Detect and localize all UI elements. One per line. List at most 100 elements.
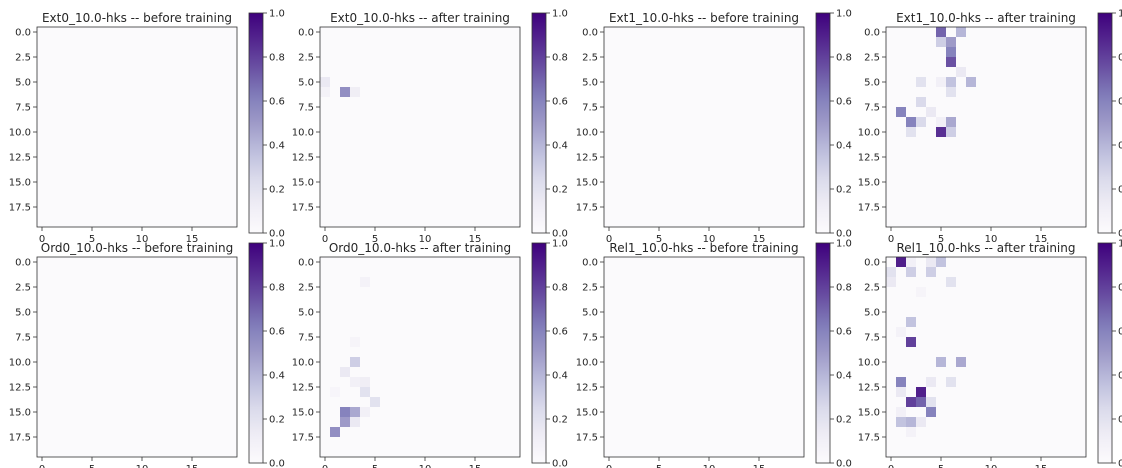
heatmap-cell — [946, 127, 956, 137]
y-tick-label: 5.0 — [582, 78, 598, 89]
colorbar-frame — [531, 242, 547, 464]
heatmap-cell — [330, 387, 340, 397]
y-tick-label: 15.0 — [576, 178, 598, 189]
heatmap-cell — [896, 387, 906, 397]
x-tick-label: 10 — [136, 234, 149, 245]
x-tick-label: 0 — [39, 464, 45, 468]
y-tick-label: 17.5 — [292, 433, 314, 444]
heatmap-cell — [956, 357, 966, 367]
y-tick-label: 2.5 — [15, 53, 31, 64]
x-tick-label: 5 — [372, 234, 378, 245]
heatmap-cell — [896, 417, 906, 427]
y-tick-label: 7.5 — [15, 333, 31, 344]
heatmap-panel: Rel1_10.0-hks -- before training 0 5 10 15 0.… — [576, 239, 852, 468]
colorbar-tick-label: 0.8 — [552, 53, 568, 64]
colorbar-tick-label: 0.0 — [1118, 229, 1122, 240]
heatmap-cell — [320, 77, 330, 87]
heatmap-cell — [926, 257, 936, 267]
axes-frame — [603, 256, 805, 458]
y-tick-label: 10.0 — [9, 358, 31, 369]
x-tick-label: 0 — [606, 464, 612, 468]
colorbar-tick-label: 1.0 — [836, 9, 852, 20]
y-tick-label: 2.5 — [582, 53, 598, 64]
colorbar-tick-label: 0.8 — [836, 53, 852, 64]
y-tick-label: 12.5 — [576, 153, 598, 164]
panel-title: Ext0_10.0-hks -- after training — [330, 11, 510, 25]
heatmap-panel: Ord0_10.0-hks -- before training 0 5 10 15 0.… — [9, 239, 285, 468]
x-tick-label: 10 — [136, 464, 149, 468]
heatmap-panel: Ext1_10.0-hks -- before training 0 5 10 15 0.… — [576, 9, 852, 246]
heatmap-cell — [896, 327, 906, 337]
y-tick-label: 5.0 — [582, 308, 598, 319]
heatmap-cell — [896, 377, 906, 387]
x-tick-label: 15 — [753, 234, 766, 245]
y-tick-label: 2.5 — [15, 283, 31, 294]
y-tick-label: 12.5 — [576, 383, 598, 394]
heatmap-cell — [946, 37, 956, 47]
heatmap-cell — [320, 87, 330, 97]
heatmap-cell — [886, 277, 896, 287]
colorbar — [1098, 13, 1112, 233]
x-tick-label: 15 — [186, 234, 199, 245]
panel-title: Ord0_10.0-hks -- after training — [329, 241, 511, 255]
heatmap-cell — [946, 377, 956, 387]
heatmap-cell — [936, 117, 946, 127]
y-tick-label: 0.0 — [864, 258, 880, 269]
y-tick-label: 10.0 — [576, 128, 598, 139]
colorbar-tick-label: 0.4 — [552, 141, 568, 152]
y-tick-label: 2.5 — [298, 53, 314, 64]
x-tick-label: 0 — [606, 234, 612, 245]
heatmap-cell — [896, 257, 906, 267]
colorbar-tick-label: 0.8 — [269, 53, 285, 64]
panel-title: Ext1_10.0-hks -- before training — [609, 11, 799, 25]
heatmap-cell — [906, 267, 916, 277]
heatmap-cell — [340, 87, 350, 97]
colorbar — [1098, 243, 1112, 463]
heatmap-cell — [370, 397, 380, 407]
heatmap-panel: Ext0_10.0-hks -- after training 0 5 10 15 0.0… — [292, 9, 568, 246]
colorbar-tick-label: 0.0 — [552, 459, 568, 468]
colorbar-tick-label: 0.2 — [269, 415, 285, 426]
x-tick-label: 10 — [985, 464, 998, 468]
heatmap-cell — [956, 27, 966, 37]
panel-title: Ext1_10.0-hks -- after training — [896, 11, 1076, 25]
y-tick-label: 10.0 — [576, 358, 598, 369]
x-tick-label: 10 — [419, 234, 432, 245]
y-tick-label: 12.5 — [292, 153, 314, 164]
y-tick-label: 7.5 — [864, 333, 880, 344]
heatmap-cell — [926, 267, 936, 277]
colorbar-tick-label: 1.0 — [269, 239, 285, 250]
x-tick-label: 5 — [656, 464, 662, 468]
y-tick-label: 15.0 — [292, 178, 314, 189]
x-tick-label: 15 — [1035, 464, 1048, 468]
colorbar-tick-label: 0.4 — [1118, 141, 1122, 152]
y-tick-label: 7.5 — [864, 103, 880, 114]
heatmap-cell — [340, 407, 350, 417]
panel-title: Rel1_10.0-hks -- after training — [897, 241, 1076, 255]
heatmap-background — [604, 257, 804, 457]
panel-title: Ext0_10.0-hks -- before training — [42, 11, 232, 25]
y-tick-label: 0.0 — [864, 28, 880, 39]
colorbar-tick-label: 1.0 — [552, 9, 568, 20]
x-tick-label: 5 — [656, 234, 662, 245]
heatmap-cell — [360, 387, 370, 397]
colorbar-tick-label: 0.4 — [836, 371, 852, 382]
axes-frame — [36, 26, 238, 228]
y-tick-label: 2.5 — [864, 53, 880, 64]
colorbar-tick-label: 0.2 — [269, 185, 285, 196]
x-tick-label: 0 — [39, 234, 45, 245]
x-tick-label: 10 — [703, 234, 716, 245]
heatmap-cell — [926, 407, 936, 417]
colorbar-tick-label: 0.2 — [552, 415, 568, 426]
panel-title: Rel1_10.0-hks -- before training — [609, 241, 798, 255]
y-tick-label: 5.0 — [298, 78, 314, 89]
y-tick-label: 0.0 — [582, 28, 598, 39]
y-tick-label: 15.0 — [858, 408, 880, 419]
colorbar-tick-label: 0.6 — [552, 327, 568, 338]
axes-frame — [885, 26, 1087, 228]
heatmap-panel: Ord0_10.0-hks -- after training 0 5 10 15 0.0… — [292, 239, 568, 468]
heatmap-cell — [946, 87, 956, 97]
y-tick-label: 17.5 — [292, 203, 314, 214]
colorbar-frame — [531, 12, 547, 234]
heatmap-cell — [906, 417, 916, 427]
